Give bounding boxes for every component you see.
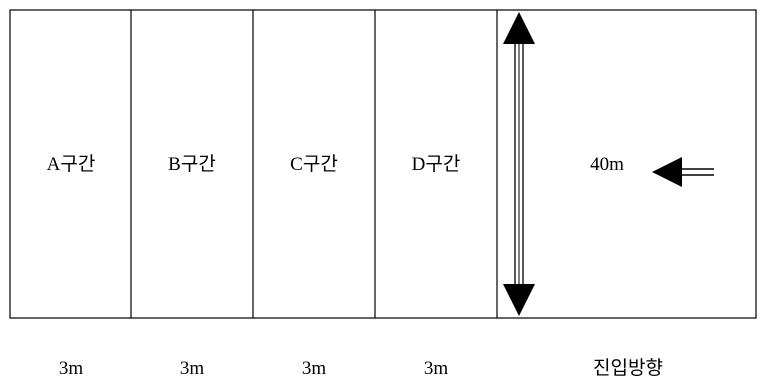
zone-label-b: B구간 [168, 153, 216, 175]
zone-label-d: D구간 [412, 153, 461, 175]
zone-width-label-c: 3m [302, 358, 327, 379]
entry-direction-label: 진입방향 [593, 357, 663, 379]
approach-length-label: 40m [590, 154, 624, 175]
diagram-frame [9, 9, 757, 319]
zone-label-c: C구간 [290, 153, 338, 175]
left-arrow-icon [652, 157, 714, 187]
zone-label-a: A구간 [47, 153, 96, 175]
zone-width-label-d: 3m [424, 358, 449, 379]
double-headed-vertical-arrow-icon [503, 12, 535, 316]
zone-width-label-a: 3m [59, 358, 84, 379]
zone-width-label-b: 3m [180, 358, 205, 379]
